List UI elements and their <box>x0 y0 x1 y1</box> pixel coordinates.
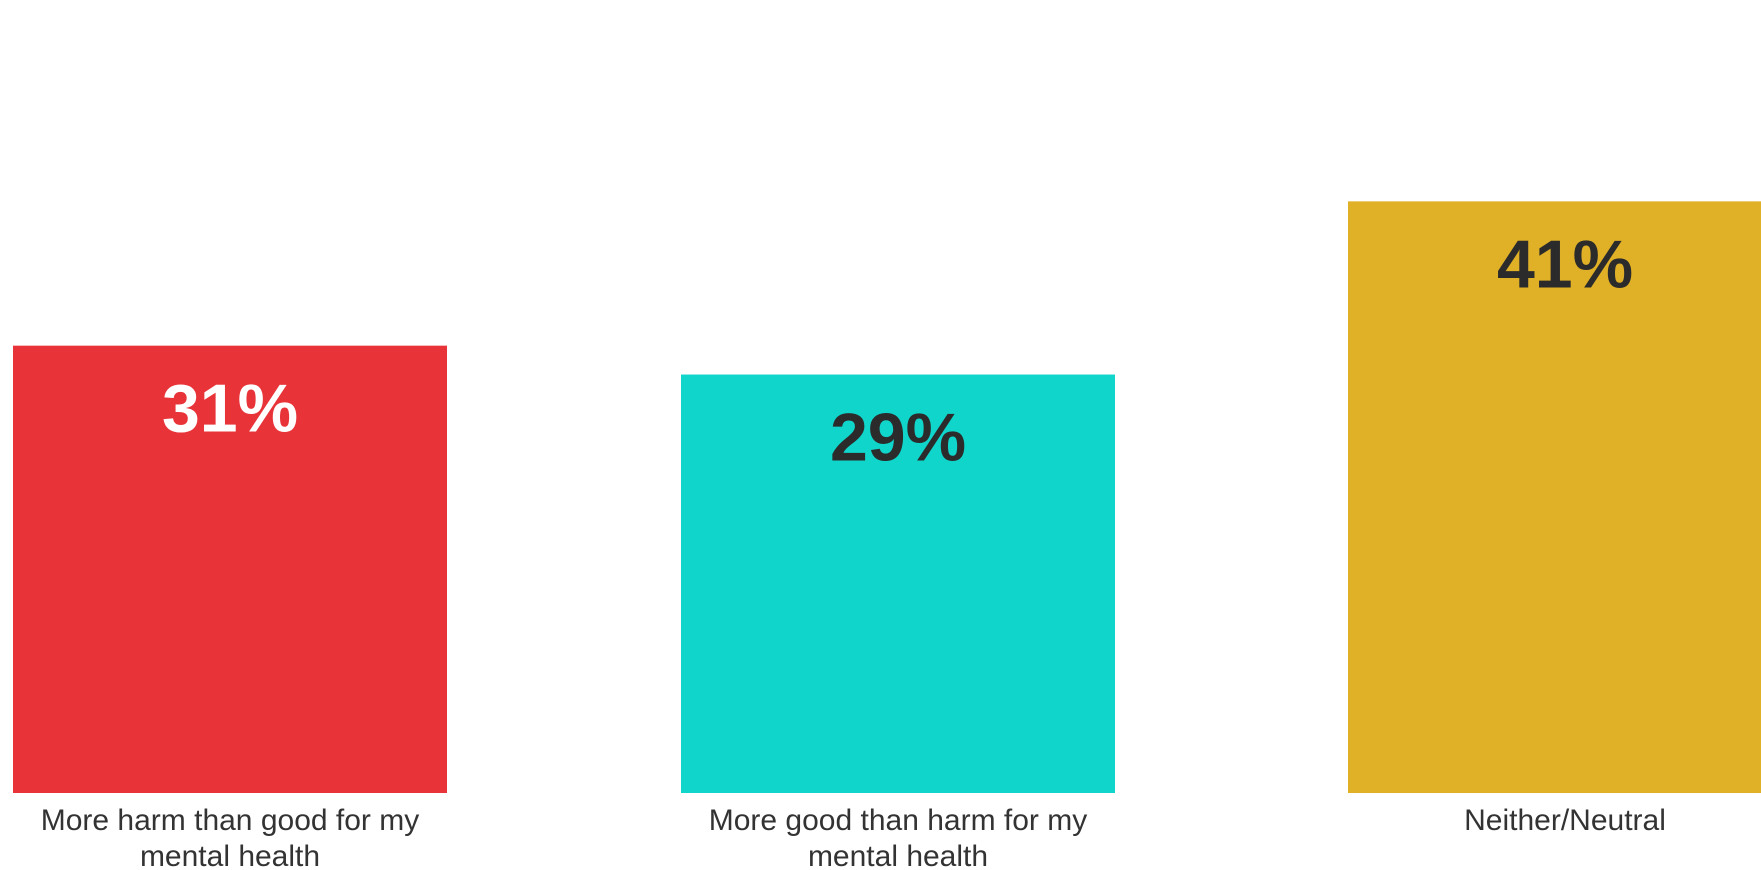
bar-value-label-3: 41% <box>1497 226 1633 302</box>
category-label-2-line-1: More good than harm for my <box>709 804 1088 837</box>
bar-3 <box>1348 201 1761 793</box>
bar-1 <box>13 345 447 793</box>
bar-2 <box>681 374 1115 793</box>
category-label-2-line-2: mental health <box>808 840 988 870</box>
category-label-1-line-1: More harm than good for my <box>41 804 420 837</box>
bar-value-label-2: 29% <box>830 400 966 476</box>
bar-value-label-1: 31% <box>162 371 298 447</box>
category-label-3: Neither/Neutral <box>1464 804 1666 837</box>
category-label-1-line-2: mental health <box>140 840 320 870</box>
